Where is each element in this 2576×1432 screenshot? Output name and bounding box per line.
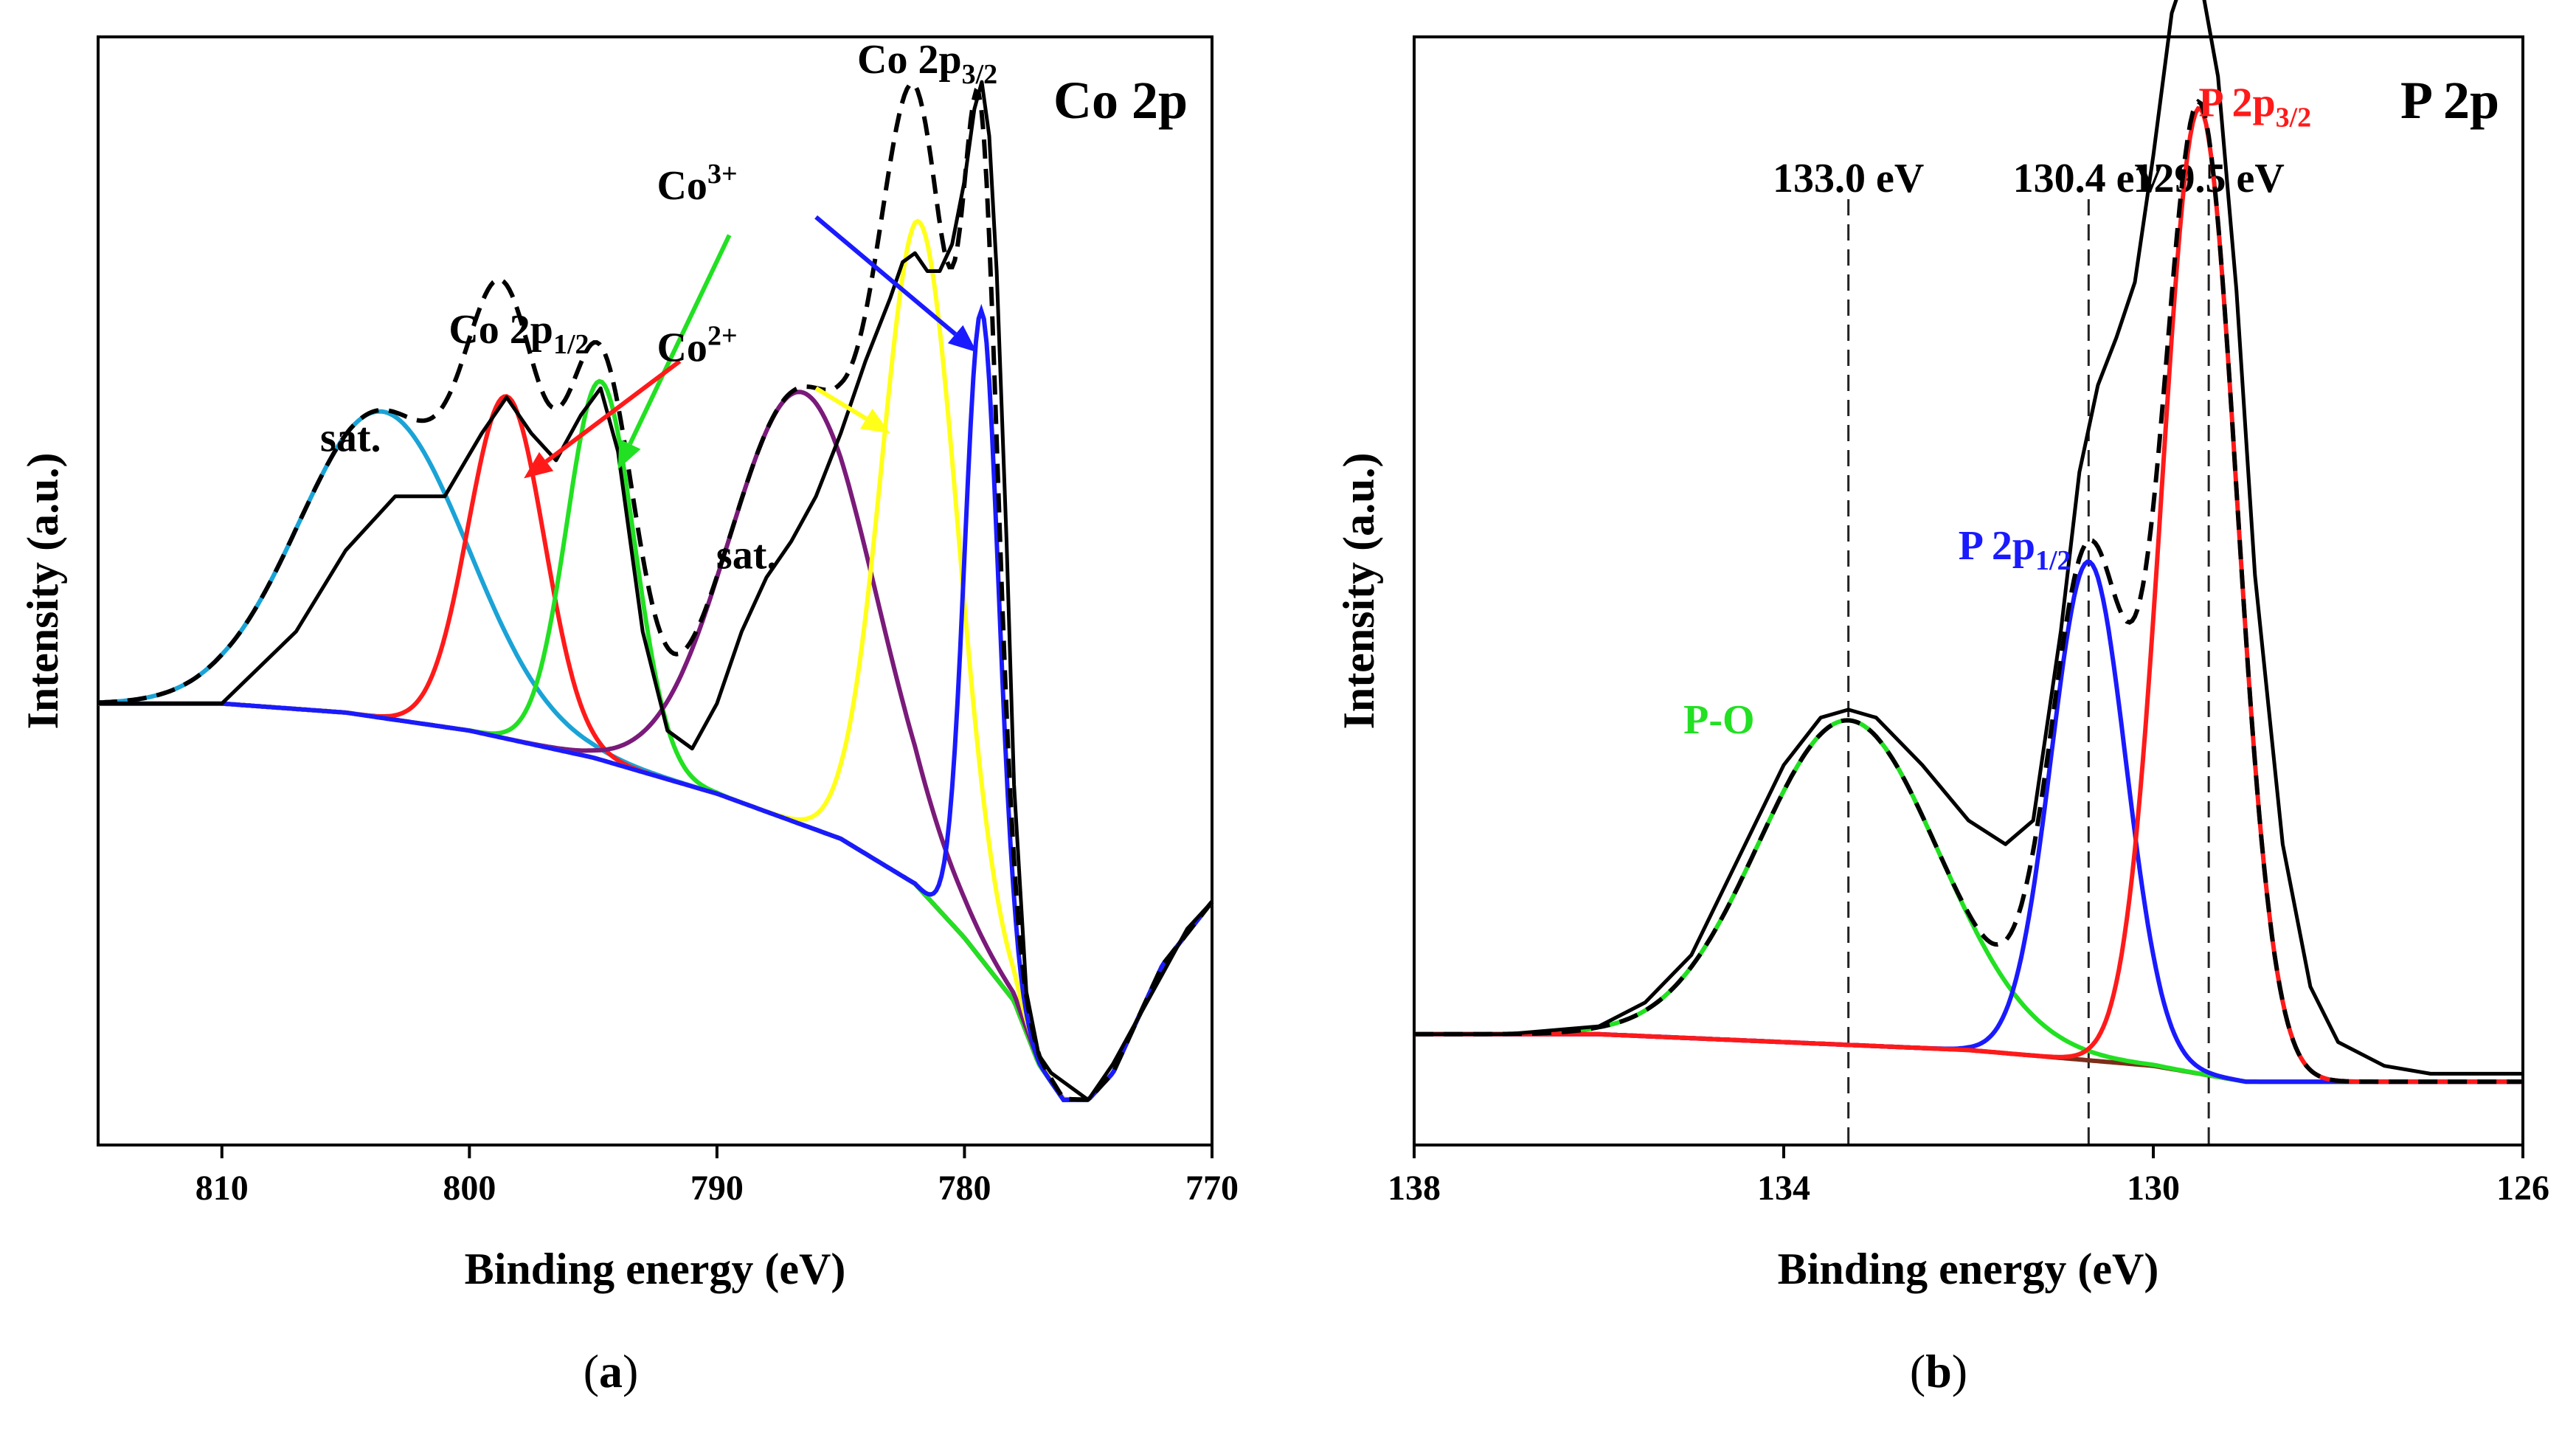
- panel-a-arrow-1-shaft: [544, 359, 682, 463]
- panel-b-tick-label-138: 138: [1388, 1169, 1441, 1208]
- panel-a-component-sat-co-2p1-2: [97, 409, 1214, 1102]
- panel-b-tick-label-134: 134: [1757, 1169, 1810, 1208]
- panel-a-y-axis-title: Intensity (a.u.): [18, 452, 67, 729]
- panel-b-component-layer: [1414, 106, 2523, 1085]
- panel-b-annotation-layer: P-O P 2p1/2 P 2p3/2: [1683, 80, 2311, 743]
- panel-b-annotation-1: P 2p1/2: [1959, 523, 2071, 576]
- panel-b-reference-label-133-0-ev: 133.0 eV: [1773, 156, 1924, 201]
- panel-a-component-sat-co-2p3-2: [98, 390, 1214, 1102]
- panel-a-fitted-envelope: [97, 80, 1214, 1102]
- panel-b-annotation-0: P-O: [1683, 697, 1754, 743]
- panel-a-component-co-2p1-2-co2: [98, 394, 1214, 1102]
- panel-a-annotation-4: sat.: [716, 532, 777, 578]
- panel-a-x-axis-title: Binding energy (eV): [465, 1245, 846, 1293]
- panel-b-caption: (b): [1910, 1345, 1967, 1397]
- panel-a-x-ticks: 810 800 790 780 770: [195, 1145, 1239, 1208]
- panel-a-annotation-1: Co 2p1/2: [449, 307, 589, 360]
- panel-a-arrow-2-shaft: [814, 215, 958, 336]
- panel-a-caption: (a): [584, 1345, 639, 1397]
- panel-a-tick-label-810: 810: [195, 1169, 249, 1208]
- panel-a-annotation-3: Co3+: [657, 159, 737, 209]
- panel-b-x-axis-title: Binding energy (eV): [1778, 1245, 2159, 1293]
- panel-a-annotation-layer: sat. Co 2p1/2 Co2+ Co3+ sat. Co 2p3/2: [320, 37, 997, 578]
- panel-a-plot-frame: [97, 35, 1213, 1146]
- panel-a-experimental-curve: [98, 80, 1213, 1102]
- panel-a-title: Co 2p: [1053, 71, 1188, 130]
- panel-b-fitted-envelope: [1414, 98, 2523, 1085]
- panel-b-x-ticks: 138 134 130 126: [1388, 1145, 2549, 1208]
- panel-b-tick-label-130: 130: [2127, 1169, 2180, 1208]
- panel-b-component-p-2p3-2: [1414, 106, 2523, 1085]
- panel-a-annotation-2: Co2+: [657, 321, 737, 371]
- panel-b-background-line: [1414, 1031, 2523, 1085]
- panel-a-arrow-0-head: [617, 438, 641, 470]
- panel-a-component-co-2p1-2-co3: [98, 378, 1214, 1102]
- panel-b-reference-label-129-5-ev: 129.5 eV: [2133, 156, 2285, 201]
- panel-a-arrow-0-shaft: [628, 234, 732, 446]
- panel-b-background-layer: [1414, 1031, 2523, 1085]
- panel-b-tick-label-126: 126: [2496, 1169, 2549, 1208]
- panel-b-experimental-curve: [1414, 0, 2523, 1076]
- panel-a-arrow-1-head: [524, 452, 554, 479]
- panel-a-annotation-0: sat.: [320, 415, 381, 461]
- panel-b-y-axis-title: Intensity (a.u.): [1334, 452, 1383, 729]
- panel-b-annotation-2: P 2p3/2: [2198, 80, 2311, 133]
- panel-a-tick-label-780: 780: [938, 1169, 991, 1208]
- panel-a-co-2p: sat. Co 2p1/2 Co2+ Co3+ sat. Co 2p3/2 810 800 7…: [18, 35, 1239, 1397]
- panel-a-tick-label-790: 790: [690, 1169, 744, 1208]
- panel-a-arrow-2-head: [947, 325, 977, 353]
- panel-a-component-co-2p3-2-co3: [98, 303, 1214, 1102]
- panel-a-tick-label-800: 800: [443, 1169, 496, 1208]
- panel-b-plot-frame: [1413, 35, 2524, 1146]
- panel-a-envelope-layer: [97, 80, 1214, 1102]
- panel-a-component-layer: [97, 218, 1214, 1102]
- panel-a-arrow-3-shaft: [814, 386, 868, 421]
- panel-b-envelope-layer: [1414, 0, 2523, 1085]
- panel-b-reference-label-130-4-ev: 130.4 eV: [2013, 156, 2164, 201]
- panel-a-annotation-5: Co 2p3/2: [857, 37, 997, 90]
- panel-a-background-layer: [98, 701, 1214, 1102]
- panel-a-arrow-3-head: [859, 408, 890, 434]
- panel-a-arrow-layer: [524, 215, 977, 479]
- panel-a-background-line: [98, 701, 1214, 1102]
- panel-a-tick-label-770: 770: [1185, 1169, 1239, 1208]
- panel-b-title: P 2p: [2400, 71, 2499, 130]
